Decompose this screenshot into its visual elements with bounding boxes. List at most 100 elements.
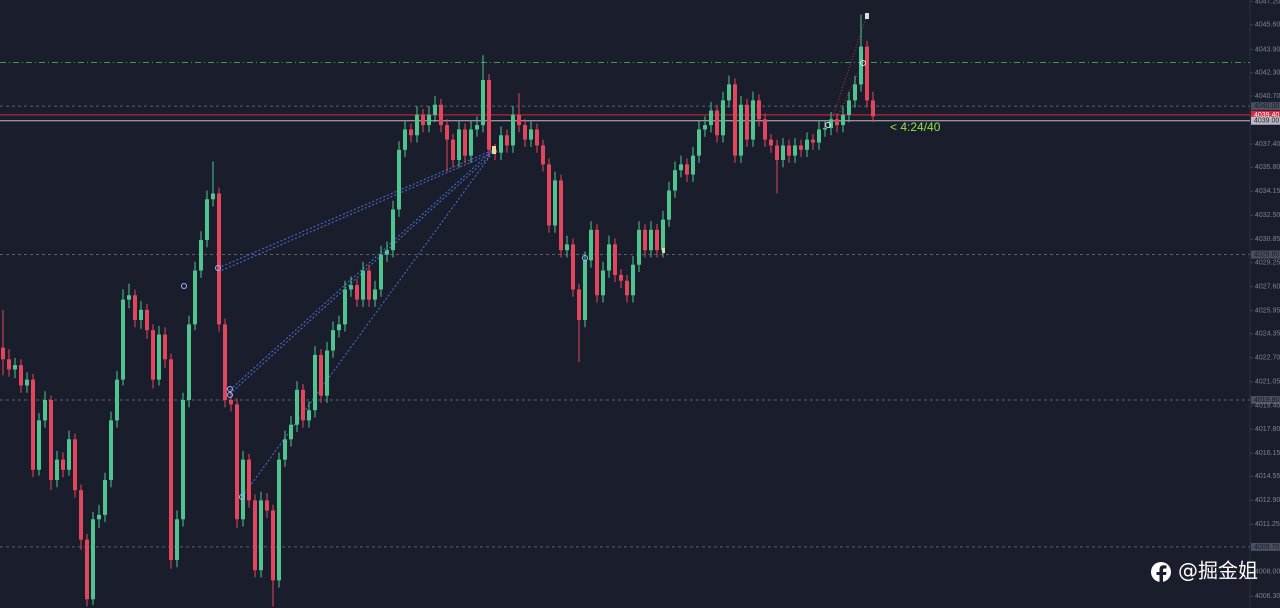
y-tick-label: 4027.60 xyxy=(1255,283,1280,290)
candle-body xyxy=(757,100,761,120)
candle-body xyxy=(679,164,683,171)
y-tick-label: 4019.40 xyxy=(1255,403,1280,410)
candle-body xyxy=(613,244,617,275)
candle-body xyxy=(259,500,263,571)
marker xyxy=(215,265,221,271)
candle-body xyxy=(229,400,233,405)
candle-body xyxy=(457,129,461,160)
candle-body xyxy=(313,354,317,411)
candle-body xyxy=(865,46,869,101)
candle-body xyxy=(829,119,833,128)
trend-line xyxy=(229,155,491,395)
y-tick-label: 4022.70 xyxy=(1255,355,1280,362)
candle-body xyxy=(511,114,515,146)
candles xyxy=(1,14,875,607)
candle-body xyxy=(751,100,755,140)
y-tick-label: 4040.70 xyxy=(1255,93,1280,100)
price-level-label: 4039.40 xyxy=(1254,112,1279,119)
candle-body xyxy=(649,229,653,251)
y-tick-label: 4017.80 xyxy=(1255,426,1280,433)
candle-body xyxy=(145,309,149,331)
candle-body xyxy=(379,254,383,290)
marker xyxy=(239,494,245,500)
marker xyxy=(227,386,233,392)
candle-body xyxy=(169,359,173,560)
candle-body xyxy=(25,379,29,386)
candle-body xyxy=(109,420,113,480)
y-tick-label: 4014.55 xyxy=(1255,473,1280,480)
y-tick-label: 4025.95 xyxy=(1255,307,1280,314)
candle-body xyxy=(661,219,665,251)
markers xyxy=(181,13,869,500)
candle-body xyxy=(469,129,473,156)
candle-body xyxy=(277,459,281,581)
candle-body xyxy=(763,119,767,140)
candle-body xyxy=(637,229,641,265)
candle-body xyxy=(823,128,827,130)
candle-body xyxy=(451,139,455,160)
candle-body xyxy=(301,389,305,421)
candle-body xyxy=(691,155,695,175)
candle-body xyxy=(655,229,659,251)
candle-body xyxy=(439,104,443,126)
candle-body xyxy=(397,149,401,210)
candle-body xyxy=(619,274,623,281)
candle-body xyxy=(355,285,359,300)
candle-body xyxy=(205,199,209,240)
candle-body xyxy=(541,145,545,165)
candle-body xyxy=(127,295,131,300)
price-level-label: 4040.00 xyxy=(1254,103,1279,110)
candle-body xyxy=(331,330,335,351)
candle-body xyxy=(139,309,143,320)
candle-body xyxy=(73,439,77,491)
candle-body xyxy=(529,129,533,140)
candle-body xyxy=(85,539,89,600)
candle-body xyxy=(1,347,5,360)
marker xyxy=(582,255,588,261)
candle-body xyxy=(235,404,239,520)
y-tick-label: 4006.30 xyxy=(1255,593,1280,600)
price-level-box xyxy=(1251,116,1280,125)
candle-body xyxy=(319,354,323,396)
price-level-label: 4019.80 xyxy=(1254,397,1279,404)
price-level-box xyxy=(1251,110,1280,119)
trend-line xyxy=(229,149,494,391)
candle-body xyxy=(163,334,167,360)
candle-body xyxy=(463,129,467,156)
candle-body xyxy=(349,285,353,290)
candle-body xyxy=(55,459,59,480)
candle-body xyxy=(769,139,773,146)
candle-body xyxy=(121,299,125,380)
candle-body xyxy=(433,104,437,115)
y-tick-label: 4029.25 xyxy=(1255,259,1280,266)
price-level-box xyxy=(1251,250,1280,259)
candle-body xyxy=(31,379,35,470)
price-level-label: 4009.70 xyxy=(1254,544,1279,551)
y-tick-label: 4042.30 xyxy=(1255,70,1280,77)
price-level-label: 4039.00 xyxy=(1254,118,1279,125)
candle-body xyxy=(193,270,197,325)
candle-body xyxy=(847,100,851,115)
candle-body xyxy=(685,164,689,175)
price-axis: 4047.20 4045.60 4043.90 4042.30 4040.70 4037.… xyxy=(1250,0,1280,600)
candle-body xyxy=(625,280,629,296)
y-tick-label: 4037.40 xyxy=(1255,141,1280,148)
candle-body xyxy=(505,135,509,146)
candle-body xyxy=(343,289,347,325)
candle-body xyxy=(283,439,287,460)
candle-body xyxy=(217,193,221,325)
candle-body xyxy=(175,519,179,560)
candle-body xyxy=(49,400,53,480)
y-tick-label: 4034.15 xyxy=(1255,188,1280,195)
price-level-label: 4029.80 xyxy=(1254,251,1279,258)
candle-body xyxy=(289,424,293,440)
y-tick-label: 4016.15 xyxy=(1255,450,1280,457)
candle-body xyxy=(427,114,431,126)
candle-body xyxy=(67,439,71,470)
trend-line xyxy=(241,151,494,498)
marker xyxy=(860,60,866,66)
candle-body xyxy=(211,193,215,200)
candle-body xyxy=(709,110,713,126)
